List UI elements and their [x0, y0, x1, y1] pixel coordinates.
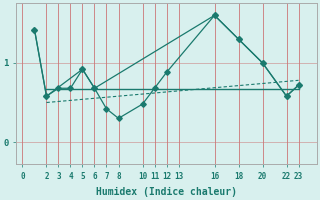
- X-axis label: Humidex (Indice chaleur): Humidex (Indice chaleur): [96, 186, 237, 197]
